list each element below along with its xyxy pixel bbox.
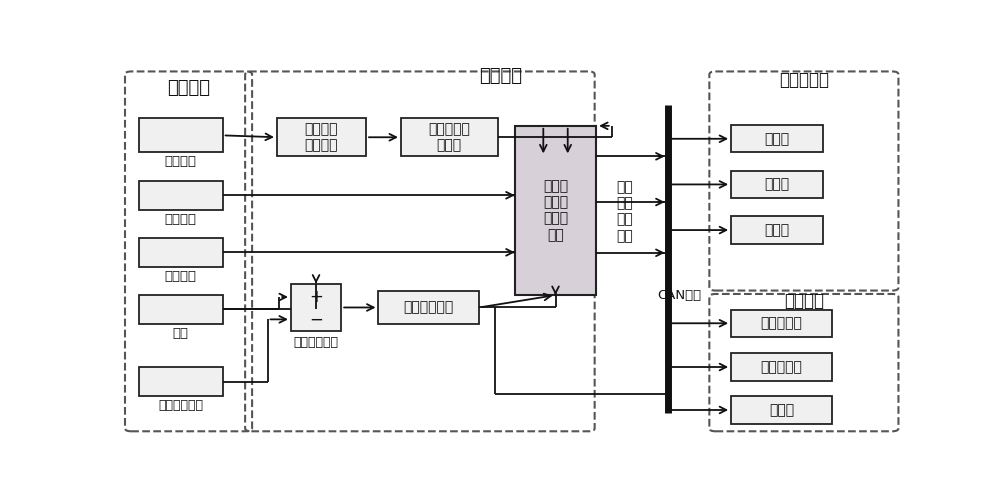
- Text: −: −: [309, 310, 323, 329]
- Text: 刹车指示灯: 刹车指示灯: [760, 360, 802, 374]
- FancyBboxPatch shape: [731, 125, 822, 153]
- FancyBboxPatch shape: [731, 216, 822, 244]
- Text: 巡航扭矩管理: 巡航扭矩管理: [404, 300, 454, 315]
- Text: 巡航开关
信号处理: 巡航开关 信号处理: [305, 122, 338, 152]
- Text: 小电机: 小电机: [764, 177, 789, 192]
- FancyBboxPatch shape: [139, 295, 223, 324]
- Text: +: +: [309, 288, 323, 306]
- FancyBboxPatch shape: [731, 310, 832, 337]
- Text: 报警器: 报警器: [769, 403, 794, 417]
- FancyBboxPatch shape: [515, 126, 596, 295]
- Text: 巡航逻辑状
态管理: 巡航逻辑状 态管理: [428, 122, 470, 152]
- FancyBboxPatch shape: [401, 118, 498, 156]
- FancyBboxPatch shape: [731, 396, 832, 424]
- FancyBboxPatch shape: [378, 291, 479, 324]
- Text: 算法模组: 算法模组: [479, 67, 522, 85]
- Text: 功能开关: 功能开关: [165, 156, 197, 168]
- Text: 监测模组: 监测模组: [167, 79, 210, 97]
- Text: 踏板信号: 踏板信号: [165, 270, 197, 283]
- Text: 状态指示灯: 状态指示灯: [760, 316, 802, 330]
- Text: 各执
行器
需求
扭矩: 各执 行器 需求 扭矩: [616, 180, 633, 243]
- Text: 声光模组: 声光模组: [784, 292, 824, 310]
- FancyBboxPatch shape: [731, 171, 822, 198]
- Text: CAN总线: CAN总线: [657, 288, 701, 302]
- FancyBboxPatch shape: [731, 353, 832, 381]
- FancyBboxPatch shape: [139, 118, 223, 153]
- Text: 系统信号: 系统信号: [165, 212, 197, 226]
- FancyBboxPatch shape: [139, 368, 223, 396]
- FancyBboxPatch shape: [139, 181, 223, 209]
- FancyBboxPatch shape: [277, 118, 366, 156]
- Text: 发动机: 发动机: [764, 132, 789, 146]
- Text: 执行器模组: 执行器模组: [779, 71, 829, 89]
- Text: 车速闭环控制: 车速闭环控制: [294, 336, 339, 349]
- Text: 车速: 车速: [173, 327, 189, 340]
- Text: 模式判
别及协
同控制
算法: 模式判 别及协 同控制 算法: [543, 179, 568, 242]
- FancyBboxPatch shape: [139, 238, 223, 267]
- Text: 巡航设定车速: 巡航设定车速: [158, 399, 203, 412]
- Text: 大电机: 大电机: [764, 223, 789, 237]
- FancyBboxPatch shape: [291, 284, 341, 331]
